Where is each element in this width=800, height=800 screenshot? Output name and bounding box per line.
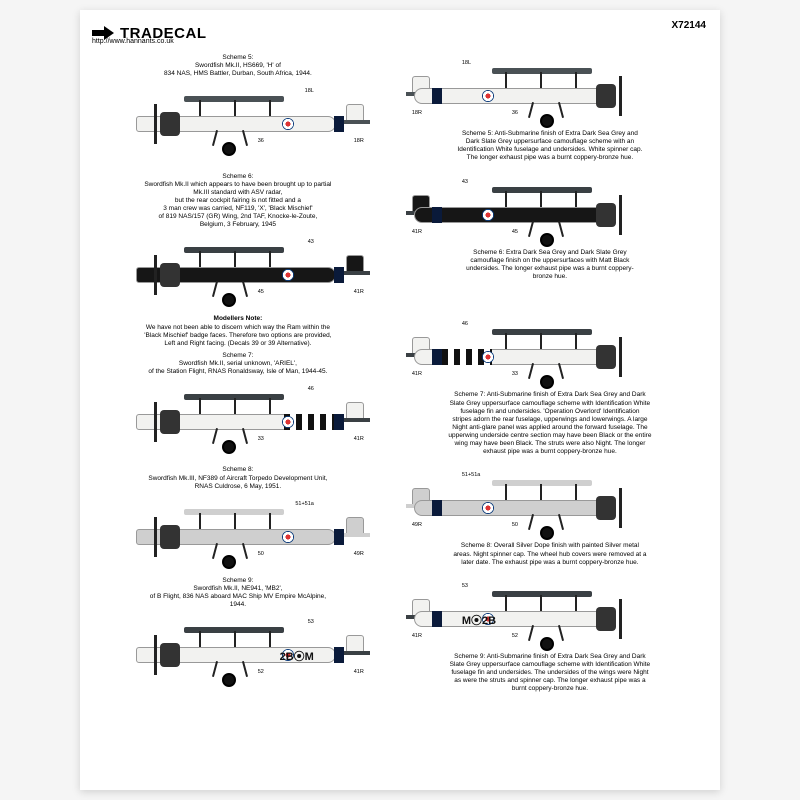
scheme-6-right-caption: Scheme 6: Extra Dark Sea Grey and Dark S… <box>466 249 634 282</box>
scheme-row-7: Modellers Note:We have not been able to … <box>92 313 708 458</box>
scheme-7-right-caption: Scheme 7: Anti-Submarine finish of Extra… <box>448 391 651 456</box>
aircraft-profile-scheme-5-right: 18R18L36 <box>392 54 662 126</box>
aircraft-profile-scheme-6-left: 41R4345 <box>114 233 384 305</box>
scheme-7-left-caption: Scheme 7:Swordfish Mk.II, serial unknown… <box>148 352 327 376</box>
product-sku: X72144 <box>672 20 706 31</box>
scheme-5-right-caption: Scheme 5: Anti-Submarine finish of Extra… <box>457 130 642 163</box>
aircraft-profile-scheme-6-right: 41R4345 <box>392 173 662 245</box>
roundel-icon <box>282 531 294 543</box>
aircraft-profile-scheme-5-left: 18R18L36 <box>114 82 384 154</box>
scheme-row-6: Scheme 6:Swordfish Mk.II which appears t… <box>92 171 708 308</box>
scheme-8-left-caption: Scheme 8:Swordfish Mk.III, NF389 of Airc… <box>148 466 327 490</box>
decal-sheet: TRADECAL X72144 http://www.hannants.co.u… <box>80 10 720 790</box>
scheme-8-right-caption: Scheme 8: Overall Silver Dope finish wit… <box>453 542 646 566</box>
scheme-9-left-caption: Scheme 9:Swordfish Mk.II, NE941, 'MB2',o… <box>150 577 326 610</box>
roundel-icon <box>282 416 294 428</box>
aircraft-profile-scheme-7-right: 41R4633 <box>392 315 662 387</box>
scheme-row-5: Scheme 5:Swordfish Mk.II, HS669, 'H' of8… <box>92 52 708 165</box>
scheme-5-left-caption: Scheme 5:Swordfish Mk.II, HS669, 'H' of8… <box>164 54 312 78</box>
roundel-icon <box>482 209 494 221</box>
scheme-6-left-caption: Scheme 6:Swordfish Mk.II which appears t… <box>144 173 331 230</box>
aircraft-profile-scheme-7-left: 41R4633 <box>114 380 384 452</box>
roundel-icon <box>482 90 494 102</box>
aircraft-profile-scheme-8-left: 49R51+51a50 <box>114 495 384 567</box>
scheme-row-8: Scheme 8:Swordfish Mk.III, NF389 of Airc… <box>92 464 708 568</box>
modellers-note: Modellers Note:We have not been able to … <box>144 315 331 348</box>
aircraft-profile-scheme-8-right: 49R51+51a50 <box>392 466 662 538</box>
header: TRADECAL <box>92 18 708 48</box>
aircraft-profile-scheme-9-left: 2B⦿M 41R5352 <box>114 613 384 685</box>
scheme-9-right-caption: Scheme 9: Anti-Submarine finish of Extra… <box>450 653 651 694</box>
scheme-row-9: Scheme 9:Swordfish Mk.II, NE941, 'MB2',o… <box>92 575 708 696</box>
website-url: http://www.hannants.co.uk <box>92 38 174 45</box>
aircraft-profile-scheme-9-right: M⦿2B 41R5352 <box>392 577 662 649</box>
